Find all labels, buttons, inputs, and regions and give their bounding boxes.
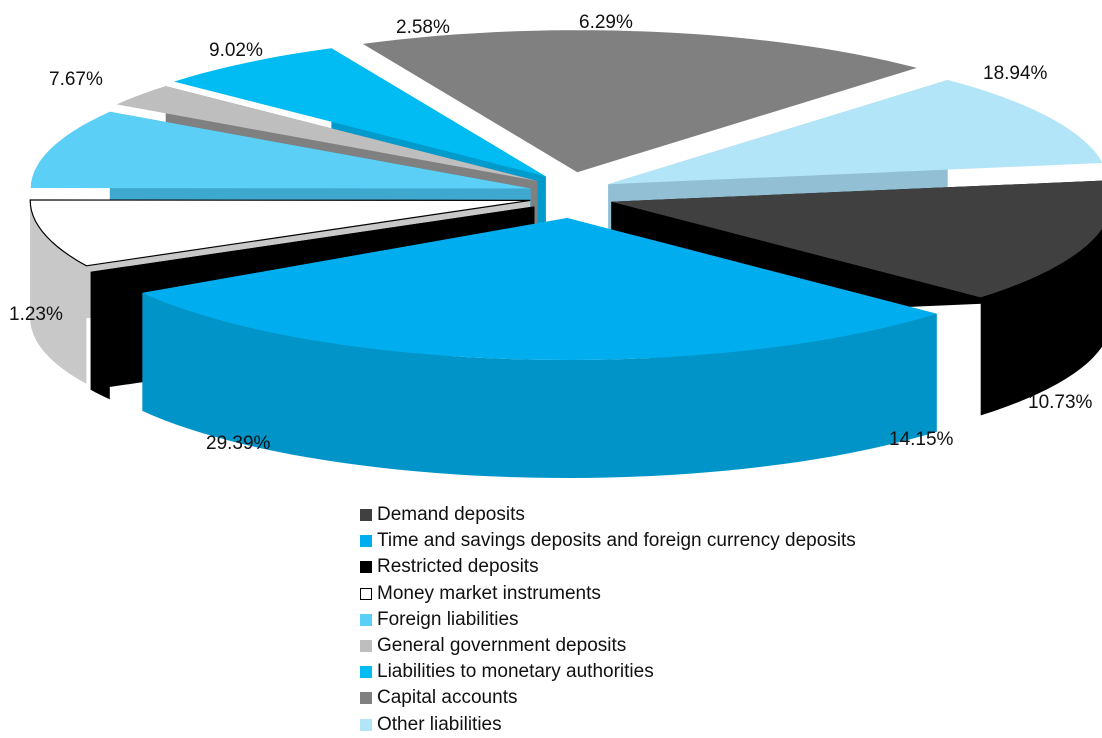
legend-label: Time and savings deposits and foreign cu…	[377, 530, 856, 552]
legend-item-general-government-deposits: General government deposits	[360, 633, 856, 659]
slice-label-demand-deposits: 14.15%	[889, 429, 954, 450]
legend-swatch	[360, 666, 372, 679]
legend-swatch	[360, 509, 372, 522]
legend-swatch	[360, 613, 372, 626]
legend-label: Foreign liabilities	[377, 608, 519, 630]
slice-side	[142, 292, 937, 478]
legend-item-liabilities-to-monetary-authorities: Liabilities to monetary authorities	[360, 659, 856, 685]
slice-top	[174, 48, 546, 177]
legend-label: Money market instruments	[377, 582, 601, 604]
legend-label: Demand deposits	[377, 504, 525, 526]
slice-side	[30, 200, 87, 384]
legend-swatch	[360, 561, 372, 574]
slice-time-and-savings-deposits-and-foreign-currency-deposits	[142, 218, 937, 478]
legend-item-restricted-deposits: Restricted deposits	[360, 554, 856, 580]
slice-top	[608, 80, 1102, 185]
legend-item-other-liabilities: Other liabilities	[360, 712, 856, 738]
slice-label-capital-accounts: 18.94%	[983, 63, 1048, 84]
legend-label: General government deposits	[377, 635, 627, 657]
pie-labels: 14.15% 29.39% 1.23% 7.67% 9.02% 2.58% 6.…	[9, 12, 1093, 454]
slice-capital-accounts	[362, 30, 917, 173]
legend-swatch	[360, 640, 372, 653]
slice-label-other-liabilities: 10.73%	[1028, 392, 1093, 413]
legend-label: Other liabilities	[377, 713, 502, 735]
slice-side	[90, 271, 110, 400]
legend-swatch	[360, 587, 372, 600]
slice-label-foreign-liabilities: 9.02%	[209, 40, 263, 61]
legend-item-foreign-liabilities: Foreign liabilities	[360, 607, 856, 633]
slice-top	[142, 218, 937, 360]
legend-label: Liabilities to monetary authorities	[377, 661, 654, 683]
legend-label: Capital accounts	[377, 687, 518, 709]
legend-item-capital-accounts: Capital accounts	[360, 685, 856, 711]
slice-label-liabilities-to-monetary-authorities: 6.29%	[579, 12, 633, 33]
slice-top	[611, 180, 1102, 298]
slice-label-general-government-deposits: 2.58%	[396, 17, 450, 38]
pie-slices	[29, 30, 1102, 478]
slice-label-money-market-instruments: 7.67%	[49, 69, 103, 90]
legend-swatch	[360, 535, 372, 548]
slice-label-time-savings-deposits: 29.39%	[206, 433, 271, 454]
legend-swatch	[360, 718, 372, 731]
slice-label-restricted-deposits: 1.23%	[9, 304, 63, 325]
chart-legend: Demand deposits Time and savings deposit…	[360, 502, 856, 738]
legend-item-money-market-instruments: Money market instruments	[360, 581, 856, 607]
legend-label: Restricted deposits	[377, 556, 539, 578]
slice-top	[362, 30, 917, 173]
slice-top	[90, 206, 535, 282]
legend-item-demand-deposits: Demand deposits	[360, 502, 856, 528]
slice-top	[30, 111, 531, 189]
pie-chart: 14.15% 29.39% 1.23% 7.67% 9.02% 2.58% 6.…	[9, 12, 1102, 478]
legend-swatch	[360, 692, 372, 705]
slice-top	[116, 86, 538, 181]
slice-top	[29, 199, 531, 267]
slice-side	[980, 228, 1102, 416]
legend-item-time-savings-deposits: Time and savings deposits and foreign cu…	[360, 528, 856, 554]
